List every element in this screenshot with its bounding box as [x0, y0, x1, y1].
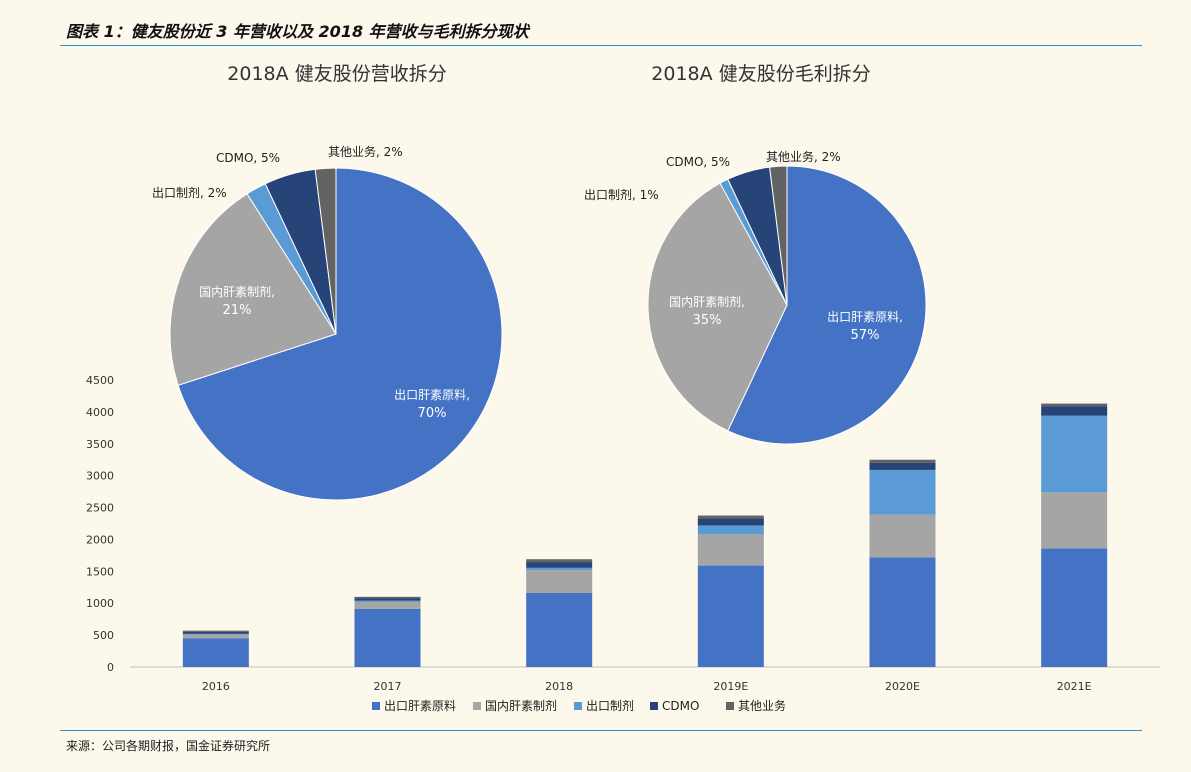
- x-tick-label: 2021E: [1057, 680, 1092, 693]
- legend-label: 国内肝素制剂: [485, 698, 557, 713]
- legend-swatch: [650, 702, 658, 710]
- y-tick-label: 3500: [86, 438, 114, 451]
- bar-segment: [354, 596, 421, 599]
- pie-slice: [177, 167, 503, 501]
- pie-slice: [314, 167, 337, 335]
- pie-slice: [769, 165, 788, 306]
- bar-segment: [869, 459, 936, 463]
- y-tick-label: 1500: [86, 565, 114, 578]
- bar-segment: [182, 638, 249, 667]
- x-tick-label: 2019E: [713, 680, 748, 693]
- legend-swatch: [574, 702, 582, 710]
- bar-segment: [869, 514, 936, 558]
- pie-label: 出口制剂, 2%: [152, 185, 227, 200]
- pie-label: 国内肝素制剂,: [199, 284, 275, 299]
- bar-segment: [1041, 492, 1108, 549]
- bar-segment: [697, 525, 764, 535]
- bar-segment: [182, 634, 249, 639]
- bar-segment: [869, 469, 936, 515]
- x-tick-label: 2020E: [885, 680, 920, 693]
- bar-segment: [697, 515, 764, 519]
- bar-segment: [526, 570, 593, 594]
- pie-slice: [169, 193, 337, 386]
- pie-label: CDMO, 5%: [216, 151, 280, 165]
- legend-label: 出口肝素原料: [384, 699, 456, 713]
- bar-segment: [1041, 415, 1108, 493]
- bar-segment: [354, 600, 421, 602]
- y-tick-label: 3000: [86, 470, 114, 483]
- legend-label: CDMO: [662, 699, 699, 713]
- bar-segment: [697, 534, 764, 566]
- pie-label: CDMO, 5%: [666, 155, 730, 169]
- bar-segment: [526, 567, 593, 571]
- bar-segment: [1041, 548, 1108, 667]
- pie-title: 2018A 健友股份营收拆分: [227, 63, 446, 85]
- x-tick-label: 2016: [202, 680, 230, 693]
- bar-segment: [354, 601, 421, 609]
- pie-label: 出口肝素原料,: [394, 388, 470, 402]
- figure-title: 图表 1：健友股份近 3 年营收以及 2018 年营收与毛利拆分现状: [66, 22, 529, 41]
- bar-segment: [869, 557, 936, 667]
- pie-label: 其他业务, 2%: [328, 144, 403, 159]
- pie-value-label: 21%: [223, 303, 252, 318]
- legend-swatch: [473, 702, 481, 710]
- x-tick-label: 2018: [545, 680, 573, 693]
- y-tick-label: 500: [93, 629, 114, 642]
- pie-label: 国内肝素制剂,: [669, 294, 745, 309]
- bar-segment: [354, 598, 421, 601]
- y-tick-label: 2500: [86, 502, 114, 515]
- pie-value-label: 35%: [693, 313, 722, 328]
- y-tick-label: 0: [107, 661, 114, 674]
- legend-label: 出口制剂: [586, 698, 634, 713]
- pie-title: 2018A 健友股份毛利拆分: [651, 63, 870, 85]
- bar-segment: [526, 562, 593, 568]
- y-tick-label: 4000: [86, 406, 114, 419]
- legend-label: 其他业务: [738, 698, 786, 713]
- pie-slice: [647, 182, 788, 432]
- bar-segment: [697, 518, 764, 526]
- x-tick-label: 2017: [374, 680, 402, 693]
- bar-segment: [526, 593, 593, 667]
- pie-label: 出口肝素原料,: [827, 310, 903, 324]
- pie-label: 其他业务, 2%: [766, 149, 841, 164]
- bar-segment: [182, 631, 249, 634]
- y-tick-label: 1000: [86, 597, 114, 610]
- y-tick-label: 2000: [86, 533, 114, 546]
- bar-segment: [182, 630, 249, 632]
- bar-segment: [354, 608, 421, 667]
- source-note: 来源：公司各期财报，国金证券研究所: [66, 739, 271, 753]
- bar-segment: [1041, 406, 1108, 416]
- bar-segment: [697, 565, 764, 667]
- y-tick-label: 4500: [86, 374, 114, 387]
- legend-swatch: [372, 702, 380, 710]
- bar-segment: [1041, 403, 1108, 407]
- pie-value-label: 57%: [851, 328, 880, 343]
- legend-swatch: [726, 702, 734, 710]
- pie-slice: [727, 165, 927, 445]
- title-rule: [60, 45, 1142, 46]
- bar-segment: [526, 559, 593, 563]
- source-rule: [60, 730, 1142, 731]
- bar-segment: [182, 633, 249, 635]
- pie-value-label: 70%: [418, 406, 447, 421]
- bar-segment: [869, 462, 936, 470]
- pie-label: 出口制剂, 1%: [584, 187, 659, 202]
